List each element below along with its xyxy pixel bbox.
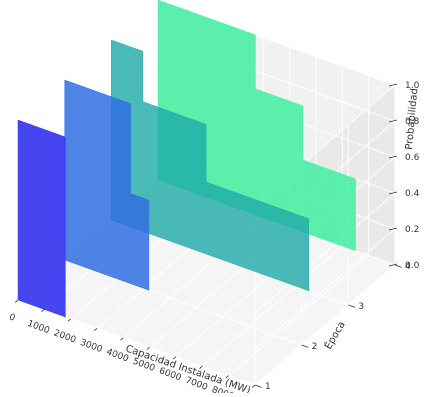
z-tick-label: 0.8 <box>405 117 420 127</box>
x-tick-label: 0 <box>8 312 17 323</box>
chart-series-layer <box>17 0 356 318</box>
x-tick-mark <box>41 309 45 313</box>
z-tick-label: 0.6 <box>405 153 420 163</box>
x-tick-mark <box>93 328 98 332</box>
z-tick-mark <box>388 191 398 195</box>
z-tick-label: 0.2 <box>405 225 419 235</box>
y-tick-mark <box>301 344 309 348</box>
z-tick-mark <box>388 83 398 87</box>
x-tick-label: 3000 <box>79 338 104 355</box>
z-tick-label: 0.4 <box>405 189 420 199</box>
x-tick-label: 2000 <box>52 328 77 345</box>
z-tick-label: 0.0 <box>405 261 420 271</box>
z-tick-mark <box>388 155 398 159</box>
y-tick-label: 4 <box>405 262 411 272</box>
y-tick-mark <box>254 384 262 388</box>
z-tick-label: 1.0 <box>405 81 420 91</box>
z-tick-mark <box>388 263 398 267</box>
z-tick-mark <box>388 119 398 123</box>
y-tick-label: 1 <box>265 382 271 392</box>
x-tick-label: 8000 <box>210 385 235 393</box>
x-tick-label: 1000 <box>26 319 51 336</box>
y-tick-label: 3 <box>358 302 364 312</box>
x-tick-mark <box>67 318 71 322</box>
x-tick-mark <box>146 346 150 350</box>
y-tick-mark <box>394 264 402 268</box>
x-tick-mark <box>120 337 124 341</box>
z-axis-title: Probabilidad <box>404 88 420 151</box>
x-tick-mark <box>251 384 256 388</box>
y-tick-label: 2 <box>312 342 318 352</box>
series-epoch-1 <box>17 119 66 318</box>
z-tick-mark <box>388 227 398 231</box>
x-tick-mark <box>172 356 177 360</box>
x-tick-mark <box>14 299 19 303</box>
y-tick-mark <box>348 304 356 308</box>
x-tick-mark <box>199 365 203 369</box>
series-epoch-2 <box>64 79 150 291</box>
x-tick-mark <box>225 375 229 379</box>
series-epoch-3 <box>111 39 310 292</box>
